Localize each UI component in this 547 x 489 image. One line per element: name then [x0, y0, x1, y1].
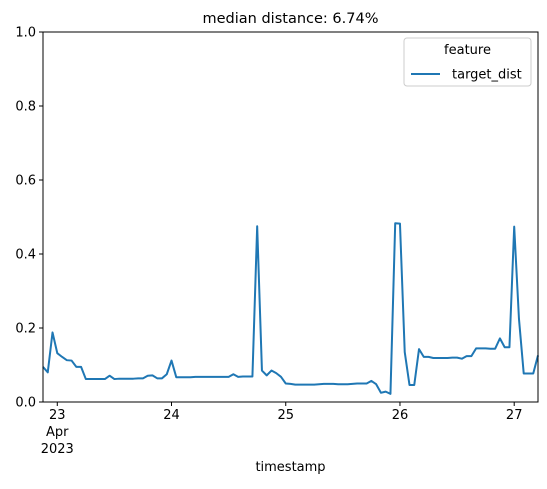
plot-frame	[42, 31, 539, 403]
x-axis: 23 Apr 2023 24 25 26 27	[41, 402, 523, 457]
x-tick-label: Apr	[46, 425, 69, 440]
series-layer	[42, 222, 539, 395]
y-tick-label: 1.0	[15, 26, 36, 41]
x-tick-label: 26	[392, 408, 409, 423]
y-tick-label: 0.6	[15, 174, 36, 189]
legend: feature target_dist	[403, 37, 532, 87]
x-tick-label: 27	[506, 408, 523, 423]
x-tick-label: 23	[49, 408, 66, 423]
y-tick-label: 0.2	[15, 322, 36, 337]
y-tick-label: 0.0	[15, 396, 36, 411]
y-tick-label: 0.8	[15, 100, 36, 115]
x-axis-label: timestamp	[255, 460, 325, 475]
legend-label: target_dist	[452, 68, 522, 83]
y-tick-label: 0.4	[15, 248, 36, 263]
x-tick-label: 25	[277, 408, 294, 423]
legend-title: feature	[444, 43, 491, 58]
chart-title: median distance: 6.74%	[203, 11, 379, 27]
x-tick-label: 24	[163, 408, 180, 423]
series-line-target_dist	[42, 222, 539, 395]
x-tick-label: 2023	[41, 442, 74, 457]
y-axis: 0.0 0.2 0.4 0.6 0.8 1.0	[15, 26, 43, 411]
